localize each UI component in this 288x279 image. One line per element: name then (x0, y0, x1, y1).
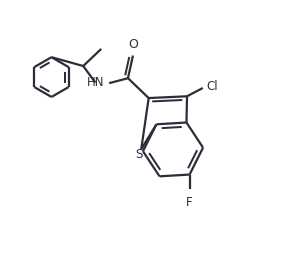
Text: O: O (128, 38, 138, 50)
Text: F: F (186, 196, 193, 209)
Text: S: S (135, 148, 143, 161)
Text: Cl: Cl (206, 80, 218, 93)
Text: HN: HN (87, 76, 105, 89)
